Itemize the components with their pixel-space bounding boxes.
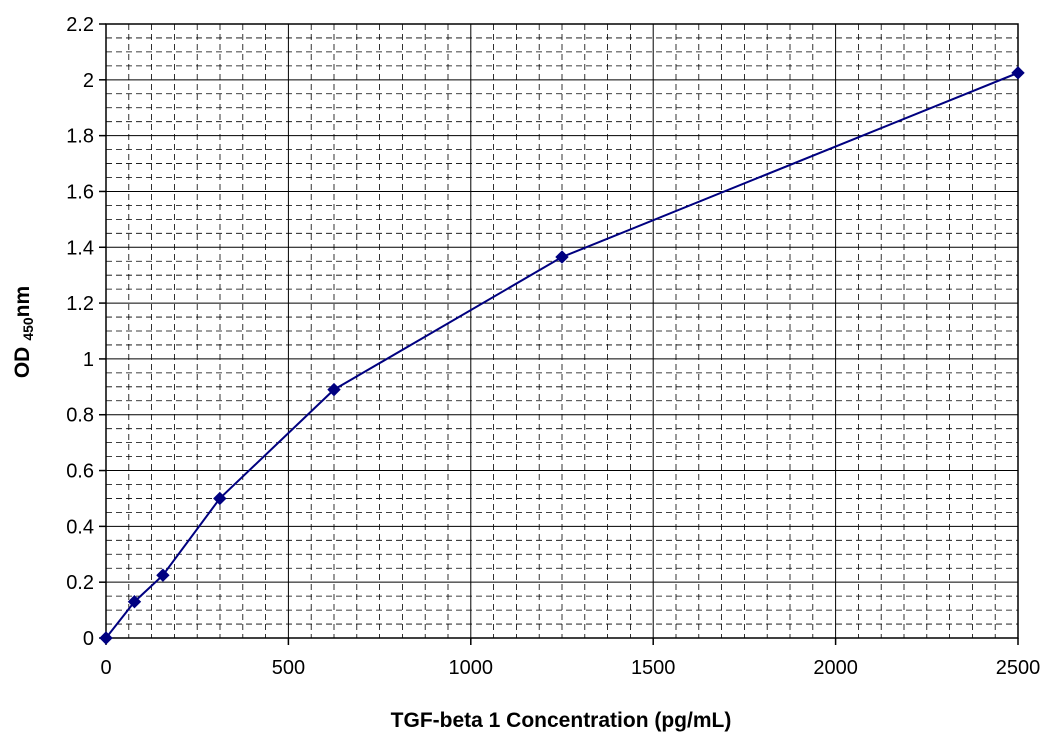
y-tick-labels: 0 0.2 0.4 0.6 0.8 1 1.2 1.4 1.6 1.8 2 2.2 [66,14,94,650]
data-point [555,250,569,264]
plot-area-frame [105,23,1019,639]
x-tick-label: 1500 [631,657,676,679]
data-point [127,595,142,609]
x-axis-title: TGF-beta 1 Concentration (pg/mL) [391,709,732,732]
y-axis-title-subscript: 450 [20,317,36,341]
y-tick-label: 0 [83,628,94,650]
major-gridlines [106,24,1018,638]
y-tick-label: 1.6 [66,181,94,203]
data-point [213,491,227,506]
y-tick-label: 0.2 [66,572,94,594]
data-point [1011,66,1025,80]
series-layer [99,66,1025,645]
axis-ticks [99,23,1019,645]
y-tick-label: 0.8 [66,405,94,427]
y-axis-title-suffix: nm [11,286,34,318]
data-point [99,631,113,645]
x-tick-labels: 0 500 1000 1500 2000 2500 [100,657,1040,679]
data-point [156,568,170,582]
y-tick-label: 1.4 [66,237,94,259]
x-tick-label: 0 [100,657,111,679]
x-tick-label: 2000 [813,657,858,679]
data-point [327,382,341,397]
x-tick-label: 1000 [449,657,494,679]
x-tick-label: 500 [272,657,305,679]
minor-gridlines [106,24,1018,638]
y-tick-label: 0.4 [66,516,94,538]
y-tick-label: 1.2 [66,293,94,315]
x-tick-label: 2500 [996,657,1041,679]
y-tick-label: 2.2 [66,14,94,36]
y-axis-title-main: OD [11,347,34,379]
y-tick-label: 1.8 [66,126,94,148]
y-tick-label: 0.6 [66,461,94,483]
y-axis-title: OD 450nm [11,286,36,378]
y-tick-label: 1 [83,349,94,371]
y-tick-label: 2 [83,70,94,92]
